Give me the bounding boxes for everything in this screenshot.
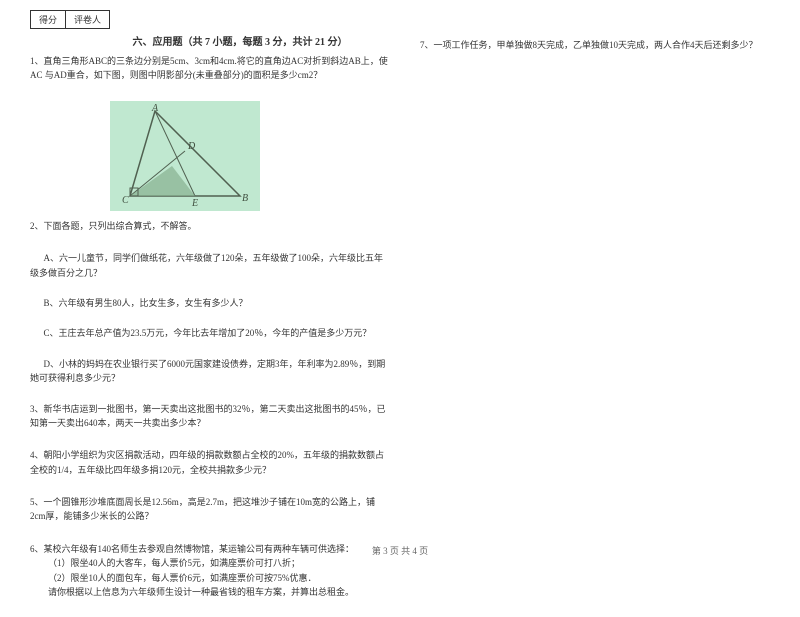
question-6-line3: 请你根据以上信息为六年级师生设计一种最省钱的租车方案，并算出总租金。 [30,585,390,599]
question-2a: A、六一儿童节，同学们做纸花，六年级做了120朵，五年级做了100朵，六年级比五… [30,251,390,280]
question-3: 3、新华书店运到一批图书，第一天卖出这批图书的32％，第二天卖出这批图书的45％… [30,402,390,431]
svg-text:A: A [151,103,159,114]
svg-text:C: C [122,195,129,206]
question-7: 7、一项工作任务，甲单独做8天完成，乙单独做10天完成，两人合作4天后还剩多少？ [420,38,760,52]
svg-text:E: E [191,198,198,209]
question-2c: C、王庄去年总产值为23.5万元，今年比去年增加了20％，今年的产值是多少万元？ [30,326,390,340]
question-5: 5、一个圆锥形沙堆底面周长是12.56m，高是2.7m，把这堆沙子铺在10m宽的… [30,495,390,524]
question-2b: B、六年级有男生80人，比女生多，女生有多少人？ [30,296,390,310]
question-6-line1: （1）限坐40人的大客车，每人票价5元，如满座票价可打八折； [30,556,390,570]
right-column: 7、一项工作任务，甲单独做8天完成，乙单独做10天完成，两人合作4天后还剩多少？ [420,10,760,617]
svg-text:D: D [187,141,196,152]
score-label: 得分 [30,10,66,29]
question-2-intro: 2、下面各题，只列出综合算式，不解答。 [30,219,390,233]
left-column: 得分 评卷人 六、应用题（共 7 小题，每题 3 分，共计 21 分） 1、直角… [30,10,390,617]
page-footer: 第 3 页 共 4 页 [0,544,800,557]
score-box: 得分 评卷人 [30,10,390,29]
section-title: 六、应用题（共 7 小题，每题 3 分，共计 21 分） [90,33,390,48]
question-2d: D、小林的妈妈在农业银行买了6000元国家建设债券，定期3年，年利率为2.89％… [30,357,390,386]
question-1: 1、直角三角形ABC的三条边分别是5cm、3cm和4cm.将它的直角边AC对折到… [30,54,390,83]
triangle-figure: A C B D E [110,101,390,213]
question-4: 4、朝阳小学组织为灾区捐款活动，四年级的捐款数额占全校的20%，五年级的捐款数额… [30,448,390,477]
svg-text:B: B [242,193,248,204]
grader-label: 评卷人 [66,10,110,29]
question-6-line2: （2）限坐10人的面包车，每人票价6元，如满座票价可按75%优惠． [30,571,390,585]
